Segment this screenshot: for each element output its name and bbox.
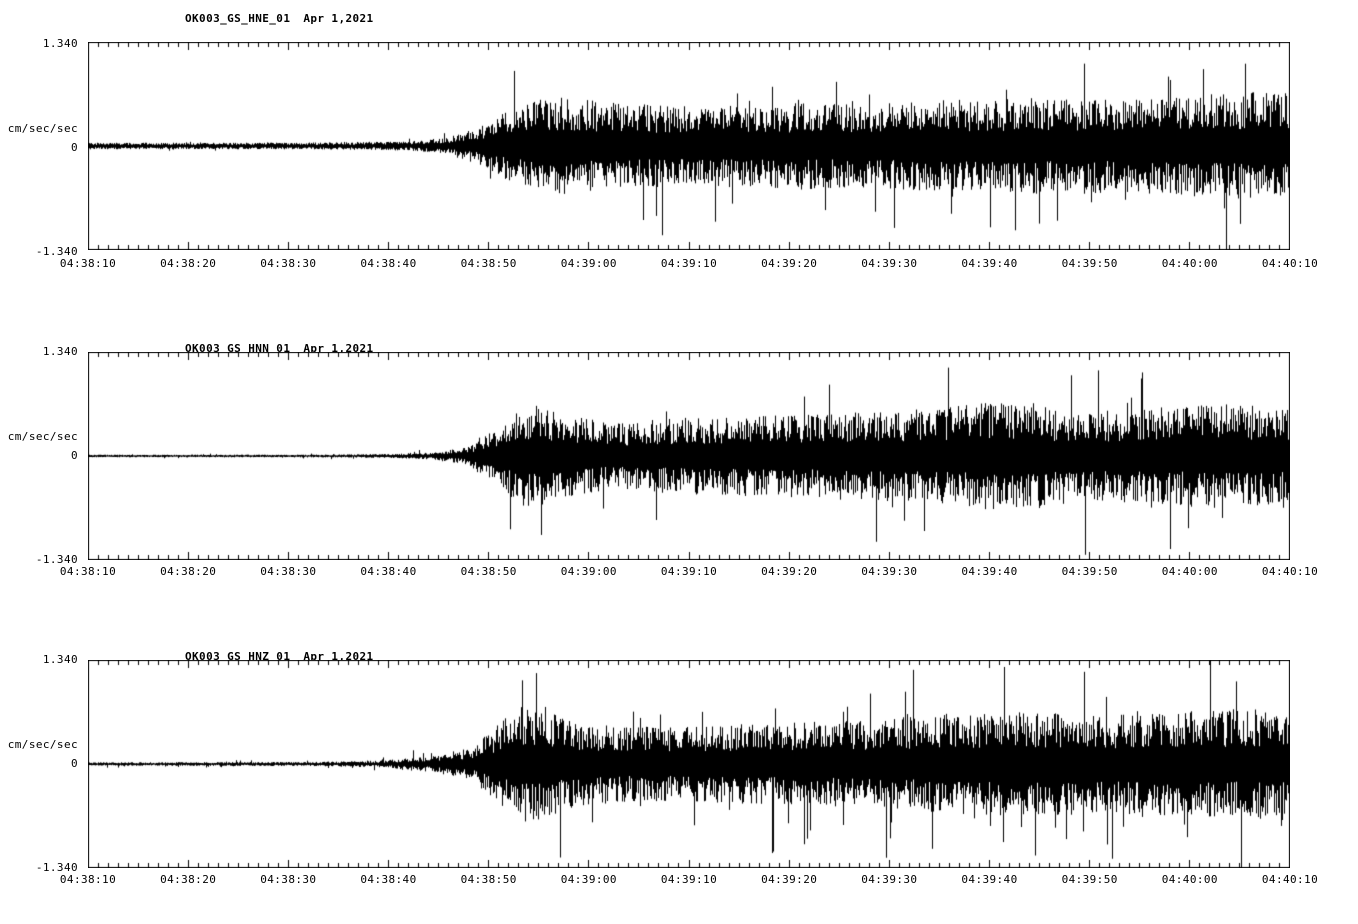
x-tick-label: 04:38:40 xyxy=(360,257,417,270)
x-tick-label: 04:38:20 xyxy=(160,873,217,886)
x-tick-label: 04:39:30 xyxy=(861,873,918,886)
record-date: Apr 1,2021 xyxy=(303,650,374,663)
x-tick-label: 04:39:50 xyxy=(1061,257,1118,270)
x-tick-label: 04:39:10 xyxy=(660,565,718,578)
x-tick-label: 04:38:40 xyxy=(360,873,417,886)
x-tick-label: 04:38:40 xyxy=(360,565,417,578)
y-axis-unit-label: cm/sec/sec xyxy=(7,430,78,443)
x-tick-label: 04:38:30 xyxy=(260,257,317,270)
record-date: Apr 1,2021 xyxy=(303,342,374,355)
x-tick-label: 04:38:20 xyxy=(160,565,217,578)
y-tick-min-label: -1.340 xyxy=(35,553,78,566)
seismogram-panel-hne: OK003_GS_HNE_01 Apr 1,2021 1.340 cm/sec/s… xyxy=(0,0,1358,308)
x-tick-label: 04:40:10 xyxy=(1261,565,1319,578)
x-tick-label: 04:39:00 xyxy=(560,873,617,886)
x-tick-label: 04:40:00 xyxy=(1161,565,1218,578)
x-tick-label: 04:38:10 xyxy=(59,565,117,578)
x-tick-label: 04:39:10 xyxy=(660,873,718,886)
waveform-plot-hnz xyxy=(88,660,1290,868)
x-tick-label: 04:39:50 xyxy=(1061,565,1118,578)
record-date: Apr 1,2021 xyxy=(303,12,374,25)
x-tick-label: 04:39:00 xyxy=(560,257,617,270)
y-tick-max-label: 1.340 xyxy=(42,37,78,50)
waveform-plot-hne xyxy=(88,42,1290,250)
y-tick-min-label: -1.340 xyxy=(35,245,78,258)
x-axis-tick-labels: 04:38:10 04:38:20 04:38:30 04:38:40 04:38:50… xyxy=(60,873,1318,889)
y-axis-unit-label: cm/sec/sec xyxy=(7,122,78,135)
panel-title: OK003_GS_HNZ_01 Apr 1,2021 xyxy=(185,650,374,663)
y-axis-unit-label: cm/sec/sec xyxy=(7,738,78,751)
seismogram-panel-hnn: OK003_GS_HNN_01 Apr 1,2021 1.340 cm/sec/s… xyxy=(0,308,1358,616)
x-tick-label: 04:39:40 xyxy=(961,873,1018,886)
y-tick-zero-label: 0 xyxy=(70,757,78,770)
x-tick-label: 04:40:00 xyxy=(1161,873,1218,886)
x-tick-label: 04:39:30 xyxy=(861,565,918,578)
x-tick-label: 04:38:50 xyxy=(460,565,517,578)
y-tick-min-label: -1.340 xyxy=(35,861,78,874)
x-tick-label: 04:39:40 xyxy=(961,565,1018,578)
y-tick-max-label: 1.340 xyxy=(42,653,78,666)
x-axis-tick-labels: 04:38:10 04:38:20 04:38:30 04:38:40 04:38:50… xyxy=(60,565,1318,581)
y-tick-max-label: 1.340 xyxy=(42,345,78,358)
x-tick-label: 04:38:20 xyxy=(160,257,217,270)
x-tick-label: 04:40:10 xyxy=(1261,257,1319,270)
x-tick-label: 04:39:30 xyxy=(861,257,918,270)
y-tick-zero-label: 0 xyxy=(70,449,78,462)
x-tick-label: 04:39:20 xyxy=(761,565,818,578)
x-tick-label: 04:39:20 xyxy=(761,257,818,270)
channel-id: OK003_GS_HNN_01 xyxy=(185,342,291,355)
panel-title: OK003_GS_HNE_01 Apr 1,2021 xyxy=(185,12,374,25)
x-tick-label: 04:40:00 xyxy=(1161,257,1218,270)
x-tick-label: 04:39:10 xyxy=(660,257,718,270)
x-tick-label: 04:38:50 xyxy=(460,873,517,886)
x-tick-label: 04:39:00 xyxy=(560,565,617,578)
x-axis-tick-labels: 04:38:10 04:38:20 04:38:30 04:38:40 04:38:50… xyxy=(60,257,1318,273)
channel-id: OK003_GS_HNE_01 xyxy=(185,12,291,25)
x-tick-label: 04:39:50 xyxy=(1061,873,1118,886)
channel-id: OK003_GS_HNZ_01 xyxy=(185,650,291,663)
x-tick-label: 04:38:50 xyxy=(460,257,517,270)
x-tick-label: 04:39:40 xyxy=(961,257,1018,270)
y-tick-zero-label: 0 xyxy=(70,141,78,154)
x-tick-label: 04:38:30 xyxy=(260,565,317,578)
x-tick-label: 04:38:10 xyxy=(59,257,117,270)
seismogram-panel-hnz: OK003_GS_HNZ_01 Apr 1,2021 1.340 cm/sec/s… xyxy=(0,616,1358,924)
x-tick-label: 04:38:10 xyxy=(59,873,117,886)
waveform-plot-hnn xyxy=(88,352,1290,560)
x-tick-label: 04:40:10 xyxy=(1261,873,1319,886)
x-tick-label: 04:38:30 xyxy=(260,873,317,886)
panel-title: OK003_GS_HNN_01 Apr 1,2021 xyxy=(185,342,374,355)
x-tick-label: 04:39:20 xyxy=(761,873,818,886)
